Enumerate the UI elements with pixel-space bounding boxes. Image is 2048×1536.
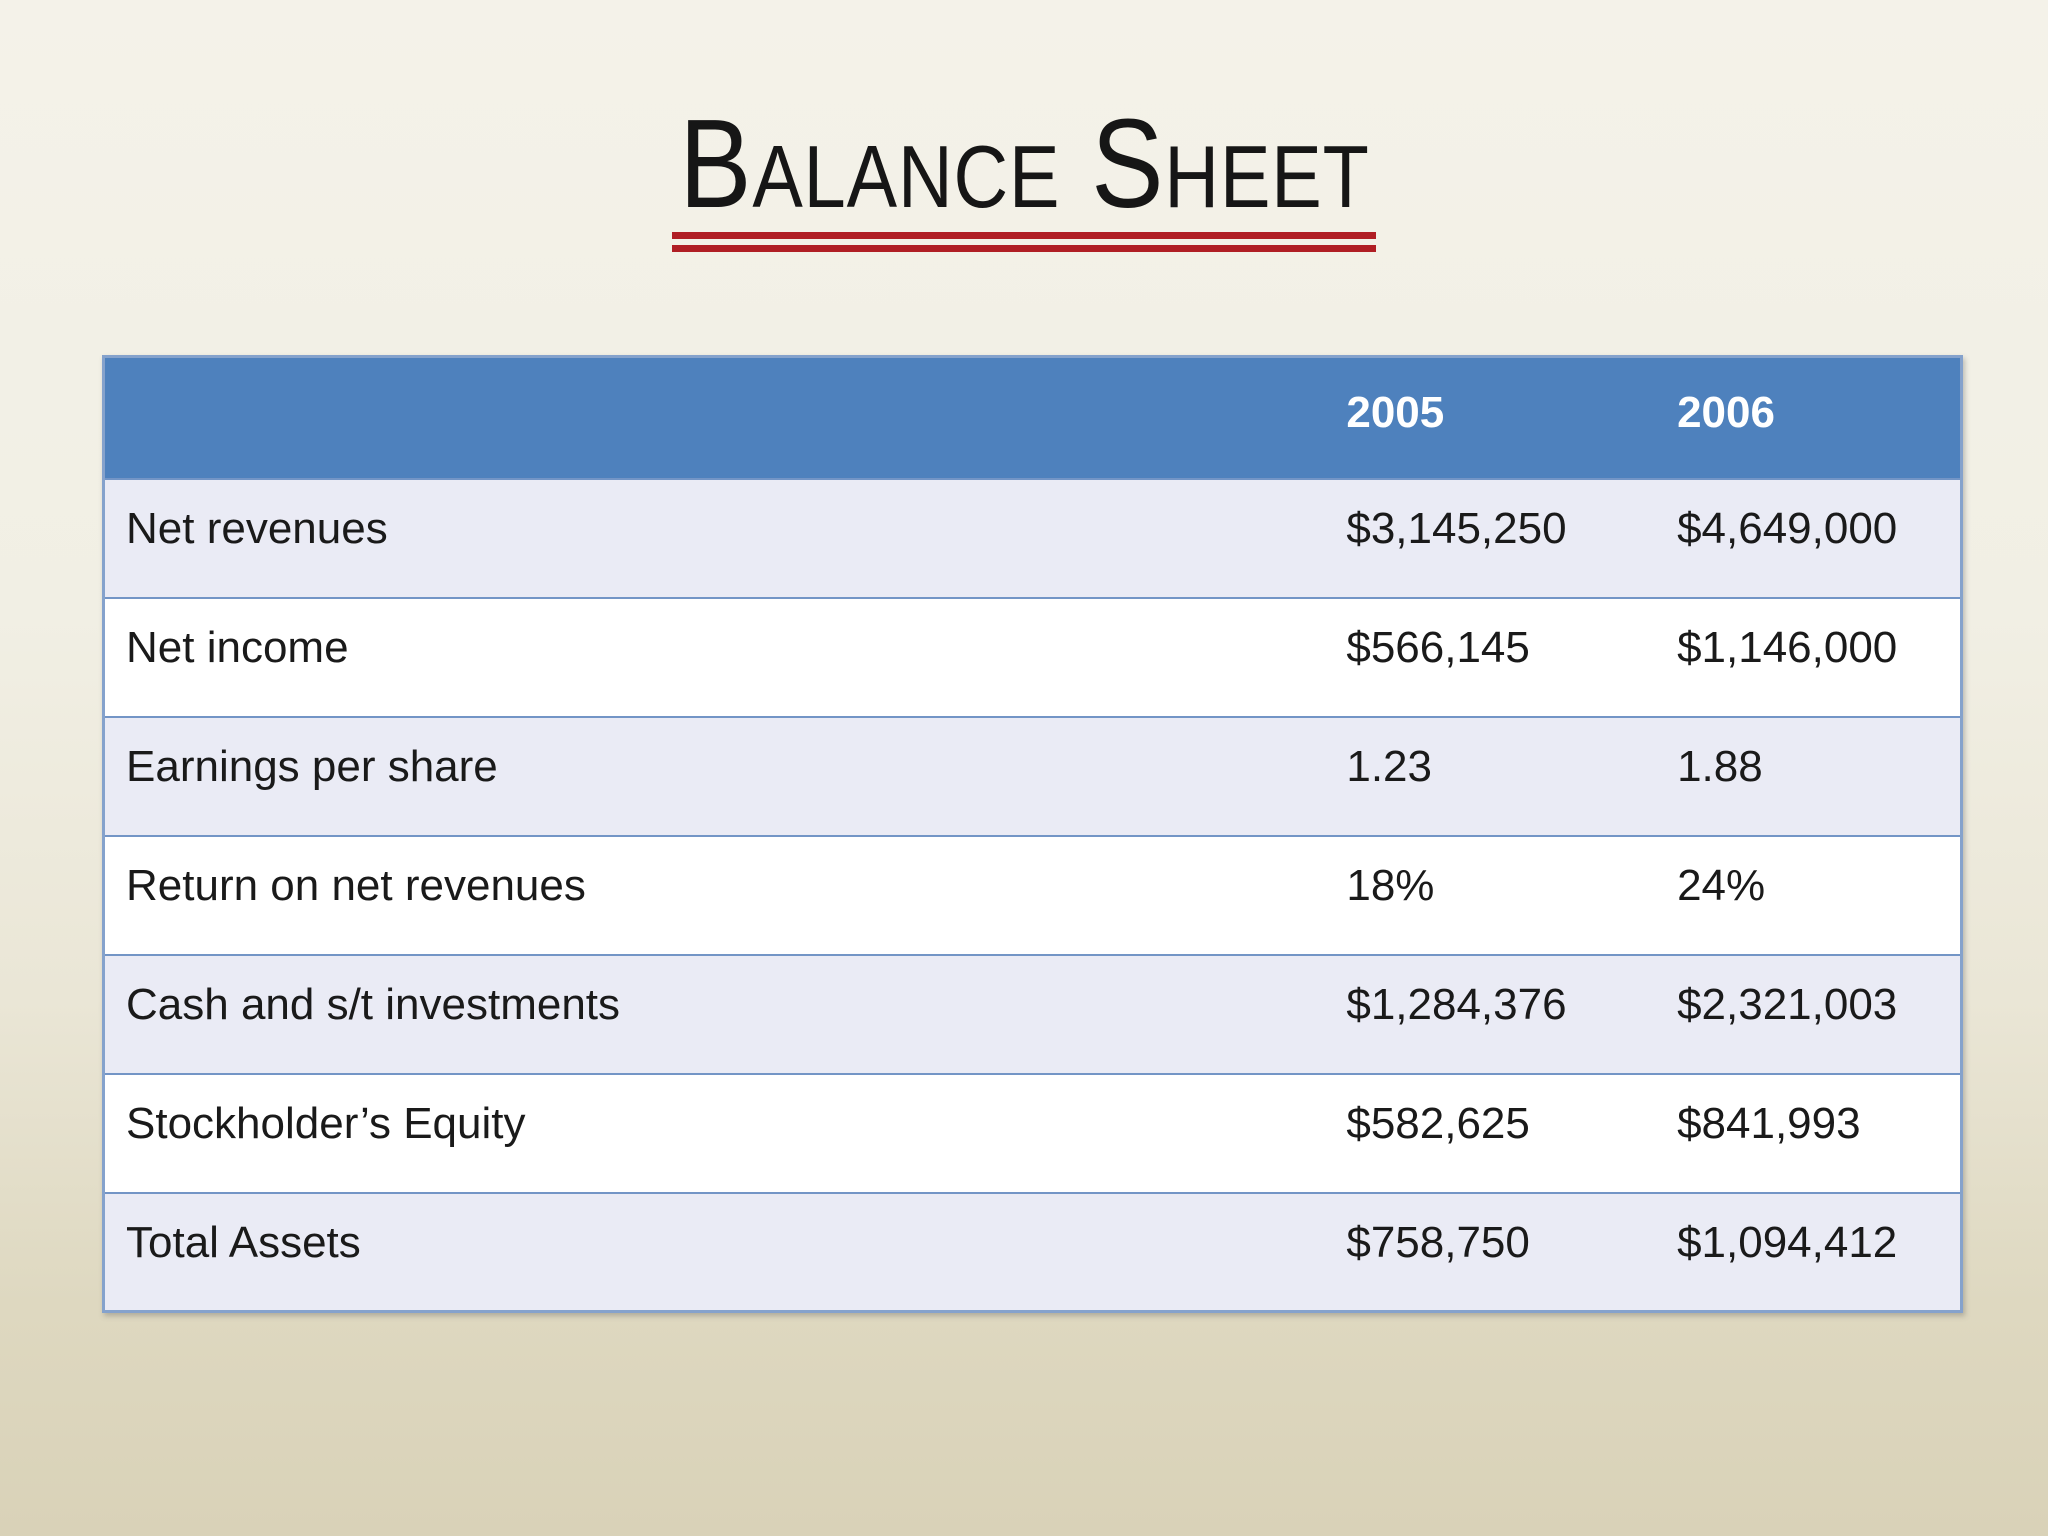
- table-row: Return on net revenues 18% 24%: [103, 835, 1962, 955]
- table-row: Stockholder’s Equity $582,625 $841,993: [103, 1073, 1962, 1193]
- title-double-underline: [672, 232, 1376, 253]
- value-2006: 1.88: [1677, 741, 1763, 791]
- value-2006: 24%: [1677, 860, 1766, 910]
- value-2005: 1.23: [1346, 741, 1432, 791]
- value-2006: $4,649,000: [1677, 503, 1898, 553]
- header-year-2006: 2006: [1677, 388, 1775, 437]
- value-2005: $3,145,250: [1346, 503, 1567, 553]
- value-2006: $841,993: [1677, 1098, 1861, 1148]
- value-2005: $1,284,376: [1346, 979, 1567, 1029]
- row-label: Cash and s/t investments: [126, 979, 621, 1029]
- row-label: Earnings per share: [126, 741, 498, 791]
- value-2005: $582,625: [1346, 1098, 1530, 1148]
- row-label: Return on net revenues: [126, 860, 586, 910]
- value-2005: $566,145: [1346, 622, 1530, 672]
- table-header-row: 2005 2006: [103, 356, 1962, 479]
- page-title: Balance Sheet: [678, 93, 1370, 234]
- table-row: Net income $566,145 $1,146,000: [103, 597, 1962, 717]
- table-row: Earnings per share 1.23 1.88: [103, 716, 1962, 836]
- table-row: Net revenues $3,145,250 $4,649,000: [103, 478, 1962, 598]
- title-block: Balance Sheet: [0, 93, 2048, 253]
- header-year-2005: 2005: [1346, 388, 1445, 437]
- value-2005: $758,750: [1346, 1217, 1530, 1267]
- table-row: Total Assets $758,750 $1,094,412: [103, 1192, 1962, 1312]
- value-2006: $1,146,000: [1677, 622, 1898, 672]
- value-2006: $2,321,003: [1677, 979, 1898, 1029]
- row-label: Net income: [126, 622, 349, 672]
- balance-sheet-table: 2005 2006 Net revenues $3,145,250 $4,649…: [102, 355, 1963, 1313]
- row-label: Net revenues: [126, 503, 388, 553]
- row-label: Stockholder’s Equity: [126, 1098, 526, 1148]
- value-2005: 18%: [1346, 860, 1435, 910]
- row-label: Total Assets: [126, 1217, 361, 1267]
- table-row: Cash and s/t investments $1,284,376 $2,3…: [103, 954, 1962, 1074]
- header-empty-cell: [104, 357, 1323, 479]
- value-2006: $1,094,412: [1677, 1217, 1898, 1267]
